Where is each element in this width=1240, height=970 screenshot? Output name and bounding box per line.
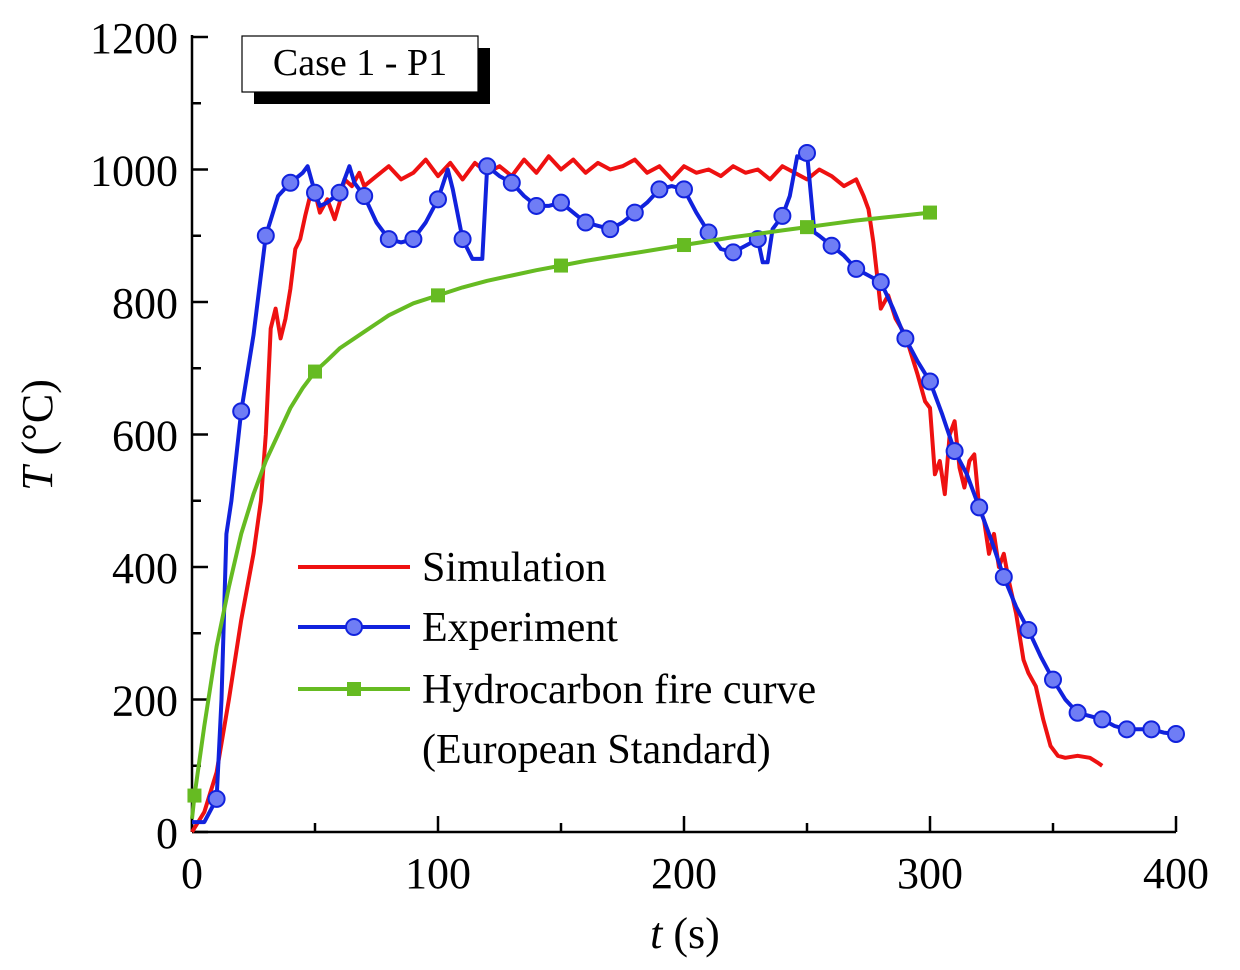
legend-label-hydrocarbon-line2: (European Standard)	[422, 727, 771, 773]
data-point-experiment	[478, 157, 497, 176]
data-point-experiment	[699, 223, 718, 242]
data-point-hydrocarbon	[431, 288, 445, 303]
data-point-experiment	[1068, 703, 1087, 722]
data-point-hydrocarbon	[308, 364, 322, 379]
data-point-experiment	[724, 243, 743, 262]
series-line-hydrocarbon-fire-curve	[190, 210, 931, 820]
data-point-experiment	[921, 372, 939, 391]
data-point-experiment	[207, 789, 226, 808]
x-tick-label: 0	[181, 849, 203, 898]
series-layer	[187, 143, 1185, 834]
x-axis-label-unit: (s)	[662, 909, 719, 958]
data-point-experiment	[1117, 720, 1136, 739]
data-point-experiment	[945, 442, 964, 461]
legend-label-hydrocarbon: Hydrocarbon fire curve	[422, 667, 816, 713]
data-point-experiment	[994, 567, 1013, 586]
data-point-experiment	[970, 498, 989, 517]
y-tick-label: 200	[112, 677, 178, 726]
data-point-experiment	[281, 173, 300, 192]
data-point-experiment	[773, 206, 792, 225]
data-point-experiment	[552, 193, 570, 212]
data-point-experiment	[871, 273, 890, 292]
data-point-experiment	[306, 183, 324, 202]
data-point-hydrocarbon	[677, 238, 691, 253]
y-axis-label-var: T	[13, 463, 62, 491]
data-point-experiment	[1167, 724, 1185, 743]
y-axis-label-unit: (°C)	[13, 379, 62, 466]
data-point-experiment	[355, 187, 374, 205]
data-point-experiment	[896, 329, 915, 348]
data-point-experiment	[404, 230, 423, 249]
data-point-hydrocarbon	[554, 258, 568, 273]
data-point-experiment	[601, 220, 620, 239]
x-axis-label-var: t	[650, 909, 664, 958]
data-point-experiment	[527, 196, 546, 215]
legend: Simulation Experiment Hydrocarbon fire c…	[298, 545, 816, 773]
data-point-experiment	[502, 173, 521, 192]
legend-label-simulation: Simulation	[422, 545, 606, 591]
y-tick-label: 1200	[90, 14, 178, 63]
data-point-experiment	[256, 226, 275, 245]
y-tick-label: 400	[112, 544, 178, 593]
data-point-hydrocarbon	[187, 788, 202, 803]
data-point-experiment	[429, 190, 447, 209]
series-experiment	[192, 143, 1185, 825]
x-tick-label: 200	[651, 849, 717, 898]
data-point-hydrocarbon	[923, 205, 937, 220]
axes: 0 200 400 600 800 1000 1200 0 100 200 300 400	[90, 14, 1209, 898]
annotation-frame	[241, 35, 479, 93]
series-line-experiment	[192, 150, 1177, 825]
data-point-experiment	[576, 213, 595, 232]
data-point-experiment	[1019, 620, 1038, 639]
data-point-experiment	[675, 180, 693, 199]
legend-marker-hydrocarbon	[347, 682, 361, 696]
series-hydrocarbon-fire-curve	[187, 205, 937, 820]
annotation-text: Case 1 - P1	[273, 42, 447, 84]
data-point-experiment	[847, 259, 866, 278]
x-tick-label: 100	[405, 849, 471, 898]
data-point-experiment	[453, 230, 472, 249]
y-tick-label: 800	[112, 279, 178, 328]
data-point-experiment	[379, 230, 398, 249]
data-point-experiment	[625, 203, 644, 222]
legend-marker-experiment	[345, 618, 363, 636]
y-tick-label: 0	[156, 809, 178, 858]
y-tick-label: 1000	[90, 147, 178, 196]
data-point-experiment	[1093, 710, 1112, 729]
data-point-experiment	[1044, 670, 1062, 689]
y-axis-label: T (°C)	[13, 379, 62, 491]
legend-label-experiment: Experiment	[422, 605, 618, 651]
legend-item-hydrocarbon: Hydrocarbon fire curve (European Standar…	[298, 667, 816, 773]
data-point-hydrocarbon	[800, 220, 814, 235]
data-point-experiment	[330, 183, 349, 202]
legend-item-simulation: Simulation	[298, 545, 606, 591]
data-point-experiment	[798, 143, 816, 162]
data-point-experiment	[232, 402, 251, 421]
y-tick-label: 600	[112, 412, 178, 461]
x-tick-label: 300	[897, 849, 963, 898]
data-point-experiment	[650, 180, 669, 199]
x-tick-label: 400	[1143, 849, 1209, 898]
legend-item-experiment: Experiment	[298, 605, 618, 651]
x-axis-label: t (s)	[650, 909, 720, 958]
data-point-experiment	[822, 236, 841, 255]
data-point-experiment	[1142, 720, 1161, 739]
annotation-box: Case 1 - P1	[241, 35, 490, 104]
